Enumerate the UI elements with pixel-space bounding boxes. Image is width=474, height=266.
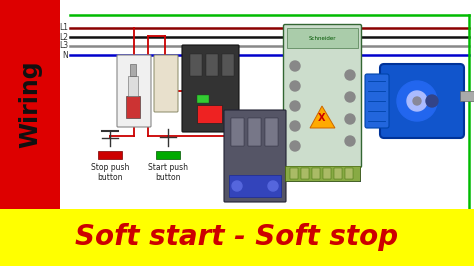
Bar <box>312 168 320 179</box>
Circle shape <box>345 114 355 124</box>
Bar <box>222 54 234 76</box>
Bar <box>126 96 140 118</box>
Bar <box>229 175 281 197</box>
Bar <box>60 0 474 209</box>
Circle shape <box>290 121 300 131</box>
Circle shape <box>407 91 427 111</box>
FancyBboxPatch shape <box>117 55 151 127</box>
FancyBboxPatch shape <box>154 55 178 112</box>
FancyBboxPatch shape <box>182 45 239 132</box>
Circle shape <box>345 70 355 80</box>
Bar <box>190 54 202 76</box>
Bar <box>128 76 138 96</box>
FancyBboxPatch shape <box>365 74 389 128</box>
Circle shape <box>290 61 300 71</box>
Circle shape <box>290 141 300 151</box>
Text: Stop push
button: Stop push button <box>91 163 129 182</box>
Circle shape <box>413 97 421 105</box>
Bar <box>290 168 298 179</box>
Text: X: X <box>318 113 326 123</box>
Bar <box>248 118 261 146</box>
Bar <box>287 28 358 48</box>
Bar <box>0 0 60 209</box>
Polygon shape <box>310 106 335 128</box>
Circle shape <box>397 81 437 121</box>
Bar <box>334 168 342 179</box>
Text: Soft start - Soft stop: Soft start - Soft stop <box>75 223 399 251</box>
Circle shape <box>426 95 438 107</box>
Bar <box>345 168 353 179</box>
Text: N: N <box>63 51 68 60</box>
FancyBboxPatch shape <box>380 64 464 138</box>
Bar <box>130 64 136 76</box>
Circle shape <box>232 181 242 191</box>
Circle shape <box>345 136 355 146</box>
Bar <box>460 91 474 101</box>
Bar <box>231 118 244 146</box>
Bar <box>323 168 331 179</box>
FancyBboxPatch shape <box>283 24 362 168</box>
Bar <box>206 54 218 76</box>
Bar <box>98 151 122 159</box>
Circle shape <box>290 101 300 111</box>
FancyBboxPatch shape <box>224 110 286 202</box>
Circle shape <box>345 92 355 102</box>
Text: L2: L2 <box>59 32 68 41</box>
Bar <box>197 105 222 123</box>
Bar <box>0 209 474 266</box>
Text: Wiring: Wiring <box>18 61 42 148</box>
Text: Start push
button: Start push button <box>148 163 188 182</box>
Bar <box>156 151 180 159</box>
Bar <box>301 168 309 179</box>
Text: L3: L3 <box>59 41 68 51</box>
Bar <box>285 166 360 181</box>
Text: Schneider: Schneider <box>309 35 336 40</box>
Bar <box>197 95 209 103</box>
Bar <box>265 118 278 146</box>
Circle shape <box>290 81 300 91</box>
Text: L1: L1 <box>59 23 68 32</box>
Circle shape <box>268 181 278 191</box>
